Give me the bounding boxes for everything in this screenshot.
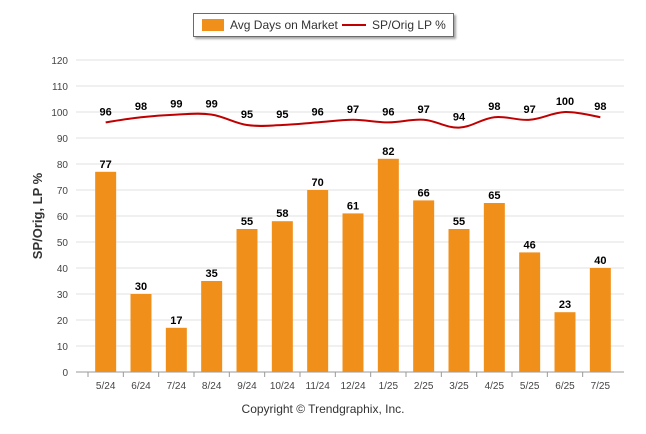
bar-value-label: 55 (241, 216, 253, 228)
bar (307, 190, 329, 372)
bar (519, 252, 541, 372)
y-tick-label: 30 (57, 290, 69, 301)
line-value-label: 96 (312, 106, 324, 118)
bar (342, 213, 364, 372)
bar-value-label: 58 (276, 208, 288, 220)
x-tick-label: 7/24 (167, 381, 187, 392)
line-value-label: 100 (556, 96, 574, 108)
y-tick-label: 90 (57, 134, 69, 145)
x-tick-label: 5/24 (96, 381, 116, 392)
bar-value-label: 66 (418, 187, 430, 199)
x-tick-label: 6/25 (555, 381, 575, 392)
bar (95, 171, 117, 372)
line-series-sp-orig-lp (105, 110, 601, 129)
x-tick-label: 5/25 (520, 381, 540, 392)
bar-value-label: 55 (453, 216, 465, 228)
legend-item-sp-orig-lp: SP/Orig LP % (342, 18, 446, 32)
copyright-text: Copyright © Trendgraphix, Inc. (241, 402, 405, 416)
bar-value-label: 61 (347, 200, 359, 212)
line-value-label: 96 (382, 106, 394, 118)
line-value-label: 99 (206, 99, 218, 111)
y-tick-label: 70 (57, 186, 69, 197)
y-tick-label: 0 (62, 368, 68, 379)
bar (413, 200, 435, 372)
bar (130, 294, 152, 372)
bar-value-label: 30 (135, 281, 147, 293)
bar (589, 268, 611, 372)
bar (201, 281, 223, 372)
x-tick-label: 11/24 (306, 381, 331, 392)
legend-line-label: SP/Orig LP % (372, 18, 446, 32)
bar-value-label: 82 (382, 146, 394, 158)
y-axis-title: SP/Orig, LP % (30, 172, 45, 259)
bar-value-label: 46 (524, 239, 536, 251)
line-value-label: 98 (594, 101, 606, 113)
bar-value-label: 35 (206, 268, 218, 280)
bar-value-label: 17 (170, 315, 182, 327)
chart-legend: Avg Days on Market SP/Orig LP % (193, 13, 454, 37)
x-tick-label: 9/24 (237, 381, 257, 392)
line-value-label: 97 (524, 104, 536, 116)
legend-bar-label: Avg Days on Market (230, 18, 338, 32)
y-tick-label: 20 (57, 316, 69, 327)
line-value-label: 95 (276, 109, 288, 121)
x-tick-label: 10/24 (270, 381, 295, 392)
line-value-label: 98 (488, 101, 500, 113)
line-value-label: 97 (418, 104, 430, 116)
line-value-label: 97 (347, 104, 359, 116)
line-value-label: 98 (135, 101, 147, 113)
x-tick-label: 3/25 (449, 381, 469, 392)
line-value-label: 94 (453, 112, 466, 124)
x-tick-label: 4/25 (485, 381, 505, 392)
bar (271, 221, 293, 372)
bar-value-label: 23 (559, 299, 571, 311)
y-tick-label: 100 (51, 108, 68, 119)
bar (377, 158, 399, 372)
y-tick-label: 110 (52, 82, 68, 93)
y-tick-label: 80 (57, 160, 69, 171)
line-value-label: 96 (100, 106, 112, 118)
line-value-label: 99 (170, 99, 182, 111)
legend-bar-swatch (202, 19, 224, 31)
bar-value-label: 40 (594, 255, 606, 267)
y-tick-label: 60 (57, 212, 69, 223)
legend-line-swatch (342, 24, 366, 26)
line-value-label: 95 (241, 109, 253, 121)
legend-item-days-on-market: Avg Days on Market (202, 18, 338, 32)
bar-value-label: 70 (312, 177, 324, 189)
x-tick-label: 2/25 (414, 381, 434, 392)
y-tick-label: 40 (57, 264, 69, 275)
y-tick-label: 120 (51, 56, 68, 67)
y-tick-label: 50 (57, 238, 69, 249)
x-tick-label: 12/24 (340, 381, 365, 392)
x-tick-label: 6/24 (131, 381, 151, 392)
bar-value-label: 77 (100, 159, 112, 171)
bar (554, 312, 576, 372)
x-tick-label: 8/24 (202, 381, 222, 392)
y-tick-label: 10 (57, 342, 69, 353)
x-tick-label: 7/25 (591, 381, 611, 392)
bar (165, 327, 187, 372)
bar (236, 229, 258, 372)
x-tick-label: 1/25 (379, 381, 399, 392)
bar (483, 203, 505, 372)
bar-value-label: 65 (488, 190, 500, 202)
bar (448, 229, 470, 372)
